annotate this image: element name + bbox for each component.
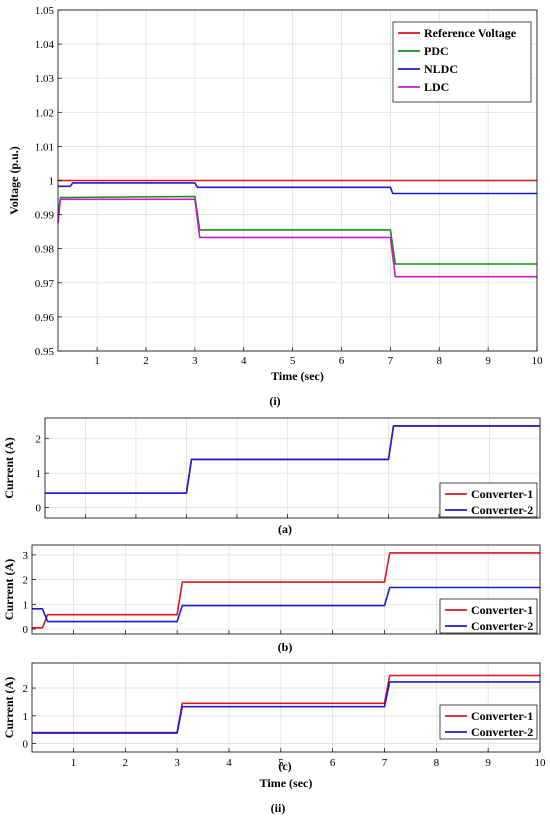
legend-label: Reference Voltage bbox=[424, 26, 517, 40]
y-tick-label: 1.03 bbox=[35, 73, 55, 85]
y-tick-label: 1 bbox=[49, 176, 55, 188]
x-tick-label: 6 bbox=[330, 757, 336, 769]
y-tick-label: 0.96 bbox=[35, 312, 55, 324]
x-tick-label: 10 bbox=[535, 757, 547, 769]
legend-box bbox=[392, 21, 532, 103]
plot-frame bbox=[44, 417, 541, 519]
y-tick-label: 0.99 bbox=[35, 210, 55, 222]
legend-box bbox=[439, 482, 538, 518]
x-tick-label: 7 bbox=[388, 355, 394, 367]
legend: Converter-1 Converter-2 bbox=[439, 598, 538, 634]
x-tick-label: 6 bbox=[339, 355, 345, 367]
caption-i: (i) bbox=[269, 394, 280, 408]
series-line bbox=[58, 182, 537, 195]
legend-label: Converter-2 bbox=[471, 503, 533, 517]
plot-frame bbox=[31, 662, 541, 753]
x-tick-label: 2 bbox=[143, 355, 149, 367]
series-line bbox=[45, 425, 540, 494]
y-tick-label: 1.04 bbox=[35, 39, 55, 51]
legend-label: Converter-1 bbox=[471, 603, 533, 617]
y-axis-label: Current (A) bbox=[2, 559, 16, 620]
plot-frame bbox=[31, 544, 541, 635]
y-tick-label: 2 bbox=[23, 683, 29, 695]
series-line bbox=[32, 681, 540, 734]
x-tick-label: 9 bbox=[485, 355, 491, 367]
y-tick-label: 2 bbox=[23, 575, 29, 587]
x-axis-label: Time (sec) bbox=[260, 776, 313, 790]
x-tick-label: 8 bbox=[434, 757, 440, 769]
x-tick-label: 5 bbox=[290, 355, 296, 367]
y-tick-label: 0.98 bbox=[35, 244, 55, 256]
y-tick-label: 0 bbox=[36, 503, 42, 515]
x-tick-label: 5 bbox=[278, 757, 284, 769]
caption-c: (c) bbox=[278, 759, 291, 773]
y-tick-label: 1.01 bbox=[35, 141, 54, 153]
x-tick-label: 1 bbox=[94, 355, 100, 367]
legend-label: Converter-1 bbox=[471, 709, 533, 723]
y-tick-label: 0 bbox=[23, 739, 29, 751]
y-tick-label: 1 bbox=[23, 599, 29, 611]
legend-label: Converter-2 bbox=[471, 725, 533, 739]
chart-panel: 0 1 2 3 Current (A) Converter-1 Converter-2 bbox=[2, 544, 541, 636]
x-tick-label: 4 bbox=[241, 355, 247, 367]
x-tick-label: 3 bbox=[192, 355, 198, 367]
y-tick-label: 1 bbox=[36, 468, 42, 480]
caption-a: (a) bbox=[278, 522, 292, 536]
series-line bbox=[32, 552, 540, 629]
y-axis-label: Current (A) bbox=[2, 437, 16, 498]
x-tick-label: 10 bbox=[532, 355, 544, 367]
legend-box bbox=[439, 598, 538, 634]
legend-box bbox=[439, 704, 538, 740]
x-tick-label: 1 bbox=[71, 757, 77, 769]
chart-panel: 0 1 2 1 2 3 4 5 6 7 8 9 10 Time (sec) Current (A) Conve… bbox=[2, 662, 547, 790]
y-tick-label: 1.05 bbox=[35, 5, 55, 17]
y-axis-label: Current (A) bbox=[2, 677, 16, 738]
x-tick-label: 7 bbox=[382, 757, 388, 769]
legend-label: LDC bbox=[424, 80, 449, 94]
y-tick-label: 0.95 bbox=[35, 346, 55, 358]
series-line bbox=[57, 195, 537, 265]
legend-label: NLDC bbox=[424, 62, 458, 76]
legend-label: PDC bbox=[424, 44, 449, 58]
y-tick-label: 3 bbox=[23, 550, 29, 562]
y-tick-label: 1.02 bbox=[35, 107, 54, 119]
legend: Reference Voltage PDC NLDC LDC bbox=[392, 21, 532, 103]
x-tick-label: 9 bbox=[485, 757, 491, 769]
x-axis-label: Time (sec) bbox=[271, 369, 324, 383]
chart-panel: 0 1 2 Current (A) Converter-1 Converter-2 bbox=[2, 417, 541, 519]
y-tick-label: 2 bbox=[36, 434, 42, 446]
x-tick-label: 8 bbox=[436, 355, 442, 367]
legend: Converter-1 Converter-2 bbox=[439, 482, 538, 518]
legend: Converter-1 Converter-2 bbox=[439, 704, 538, 740]
y-tick-label: 1 bbox=[23, 711, 29, 723]
legend-label: Converter-2 bbox=[471, 619, 533, 633]
y-tick-label: 0 bbox=[23, 624, 29, 636]
x-tick-label: 3 bbox=[174, 757, 180, 769]
chart-panel: 0.95 0.96 0.97 0.98 0.99 1 1.01 1.02 1.03 1.04 1.0… bbox=[7, 5, 543, 383]
legend-label: Converter-1 bbox=[471, 487, 533, 501]
series-line bbox=[57, 198, 537, 278]
caption-ii: (ii) bbox=[271, 801, 286, 815]
x-tick-label: 4 bbox=[226, 757, 232, 769]
x-tick-label: 2 bbox=[123, 757, 129, 769]
series-line bbox=[32, 586, 540, 623]
y-axis-label: Voltage (p.u.) bbox=[7, 146, 21, 215]
caption-b: (b) bbox=[278, 640, 293, 654]
y-tick-label: 0.97 bbox=[35, 278, 55, 290]
